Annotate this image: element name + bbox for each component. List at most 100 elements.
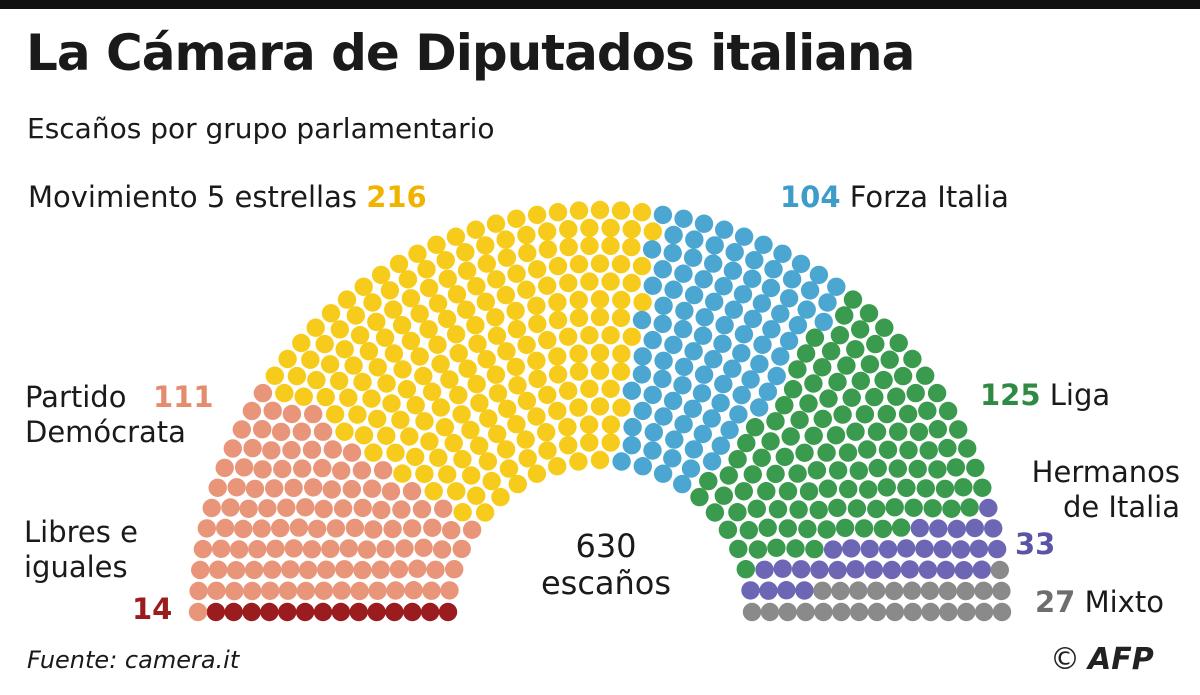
seat-dot — [904, 498, 923, 517]
seat-dot — [728, 450, 747, 469]
seat-dot — [699, 471, 718, 491]
seat-dot — [909, 422, 929, 442]
seat-dot — [527, 407, 546, 426]
seat-dot — [278, 581, 298, 600]
seat-dot — [350, 581, 369, 601]
seat-dot — [973, 478, 992, 497]
seat-dot — [813, 581, 832, 600]
seat-dot — [747, 499, 766, 518]
seat-dot — [558, 417, 577, 437]
seat-dot — [376, 539, 395, 559]
seat-dot — [307, 519, 327, 539]
seat-dot — [284, 478, 303, 498]
seat-dot — [367, 312, 386, 332]
seat-dot — [719, 466, 738, 485]
seat-dot — [428, 294, 448, 313]
seat-dot — [674, 357, 694, 377]
seat-dot — [253, 420, 272, 439]
seat-dot — [354, 277, 373, 296]
seat-dot — [317, 560, 336, 579]
seat-dot — [189, 581, 208, 601]
seat-dot — [431, 398, 450, 417]
seat-dot — [933, 540, 952, 559]
label-leu-value: 14 — [132, 592, 173, 626]
seat-dot — [538, 441, 557, 460]
label-pd-name: Partido Demócrata — [25, 380, 186, 449]
seat-dot — [266, 539, 285, 558]
seat-dot — [431, 354, 450, 374]
seat-dot — [681, 459, 701, 478]
seat-dot — [878, 440, 898, 459]
seat-dot — [809, 265, 829, 285]
seat-dot — [828, 372, 847, 392]
seat-dot — [211, 539, 231, 558]
seat-dot — [215, 458, 234, 478]
seat-dot — [339, 539, 358, 558]
seat-dot — [783, 380, 803, 399]
seat-dot — [306, 318, 325, 337]
seat-dot — [919, 441, 938, 460]
seat-dot — [775, 447, 794, 467]
seat-dot — [386, 581, 405, 600]
seat-dot — [692, 384, 712, 403]
seat-dot — [711, 436, 730, 455]
seat-dot — [271, 422, 291, 442]
seat-dot — [516, 430, 535, 449]
seat-dot — [705, 236, 724, 255]
seat-dot — [548, 347, 567, 366]
seat-dot — [946, 458, 966, 477]
seat-dot — [643, 276, 662, 295]
seat-dot — [428, 335, 447, 354]
seat-dot — [528, 314, 547, 334]
top-rule — [0, 0, 1200, 9]
seat-dot — [786, 539, 805, 558]
seat-dot — [702, 409, 721, 428]
seat-dot — [633, 457, 652, 476]
seat-dot — [633, 347, 652, 366]
seat-dot — [296, 581, 316, 601]
seat-dot — [342, 479, 361, 499]
seat-dot — [611, 362, 631, 381]
seat-dot — [548, 293, 567, 312]
label-mixto-value: 27 — [1035, 585, 1076, 619]
seat-dot — [403, 602, 422, 622]
seat-dot — [436, 251, 455, 270]
seat-dot — [972, 560, 991, 579]
seat-dot — [352, 461, 372, 480]
seat-dot — [364, 443, 383, 462]
seat-dot — [528, 369, 547, 389]
seat-dot — [438, 465, 457, 484]
seat-dot — [807, 461, 827, 480]
seat-dot — [799, 482, 819, 501]
seat-dot — [427, 235, 446, 254]
seat-dot — [496, 285, 516, 305]
seat-dot — [734, 227, 754, 246]
seat-dot — [965, 518, 984, 538]
seat-dot — [796, 344, 816, 363]
seat-dot — [517, 391, 537, 411]
seat-dot — [315, 334, 334, 354]
seat-dot — [569, 344, 588, 363]
seat-dot — [368, 581, 387, 600]
label-liga-value: 125 — [980, 378, 1041, 412]
seat-dot — [663, 243, 682, 263]
seat-dot — [538, 385, 557, 405]
seat-dot — [779, 289, 799, 308]
seat-dot — [843, 290, 863, 309]
seat-dot — [884, 581, 904, 601]
seat-dot — [590, 290, 610, 309]
seat-dot — [517, 225, 536, 245]
seat-dot — [400, 427, 419, 446]
seat-dot — [966, 458, 985, 478]
seat-dot — [831, 581, 850, 601]
seat-dot — [842, 388, 861, 407]
seat-dot — [296, 498, 315, 517]
seat-dot — [612, 290, 631, 310]
seat-dot — [927, 383, 947, 403]
seat-dot — [284, 539, 303, 558]
copyright-symbol: © — [1050, 642, 1080, 677]
seat-dot — [897, 478, 916, 498]
seat-dot — [438, 269, 457, 288]
seat-dot — [323, 440, 342, 459]
seat-dot — [860, 355, 880, 374]
